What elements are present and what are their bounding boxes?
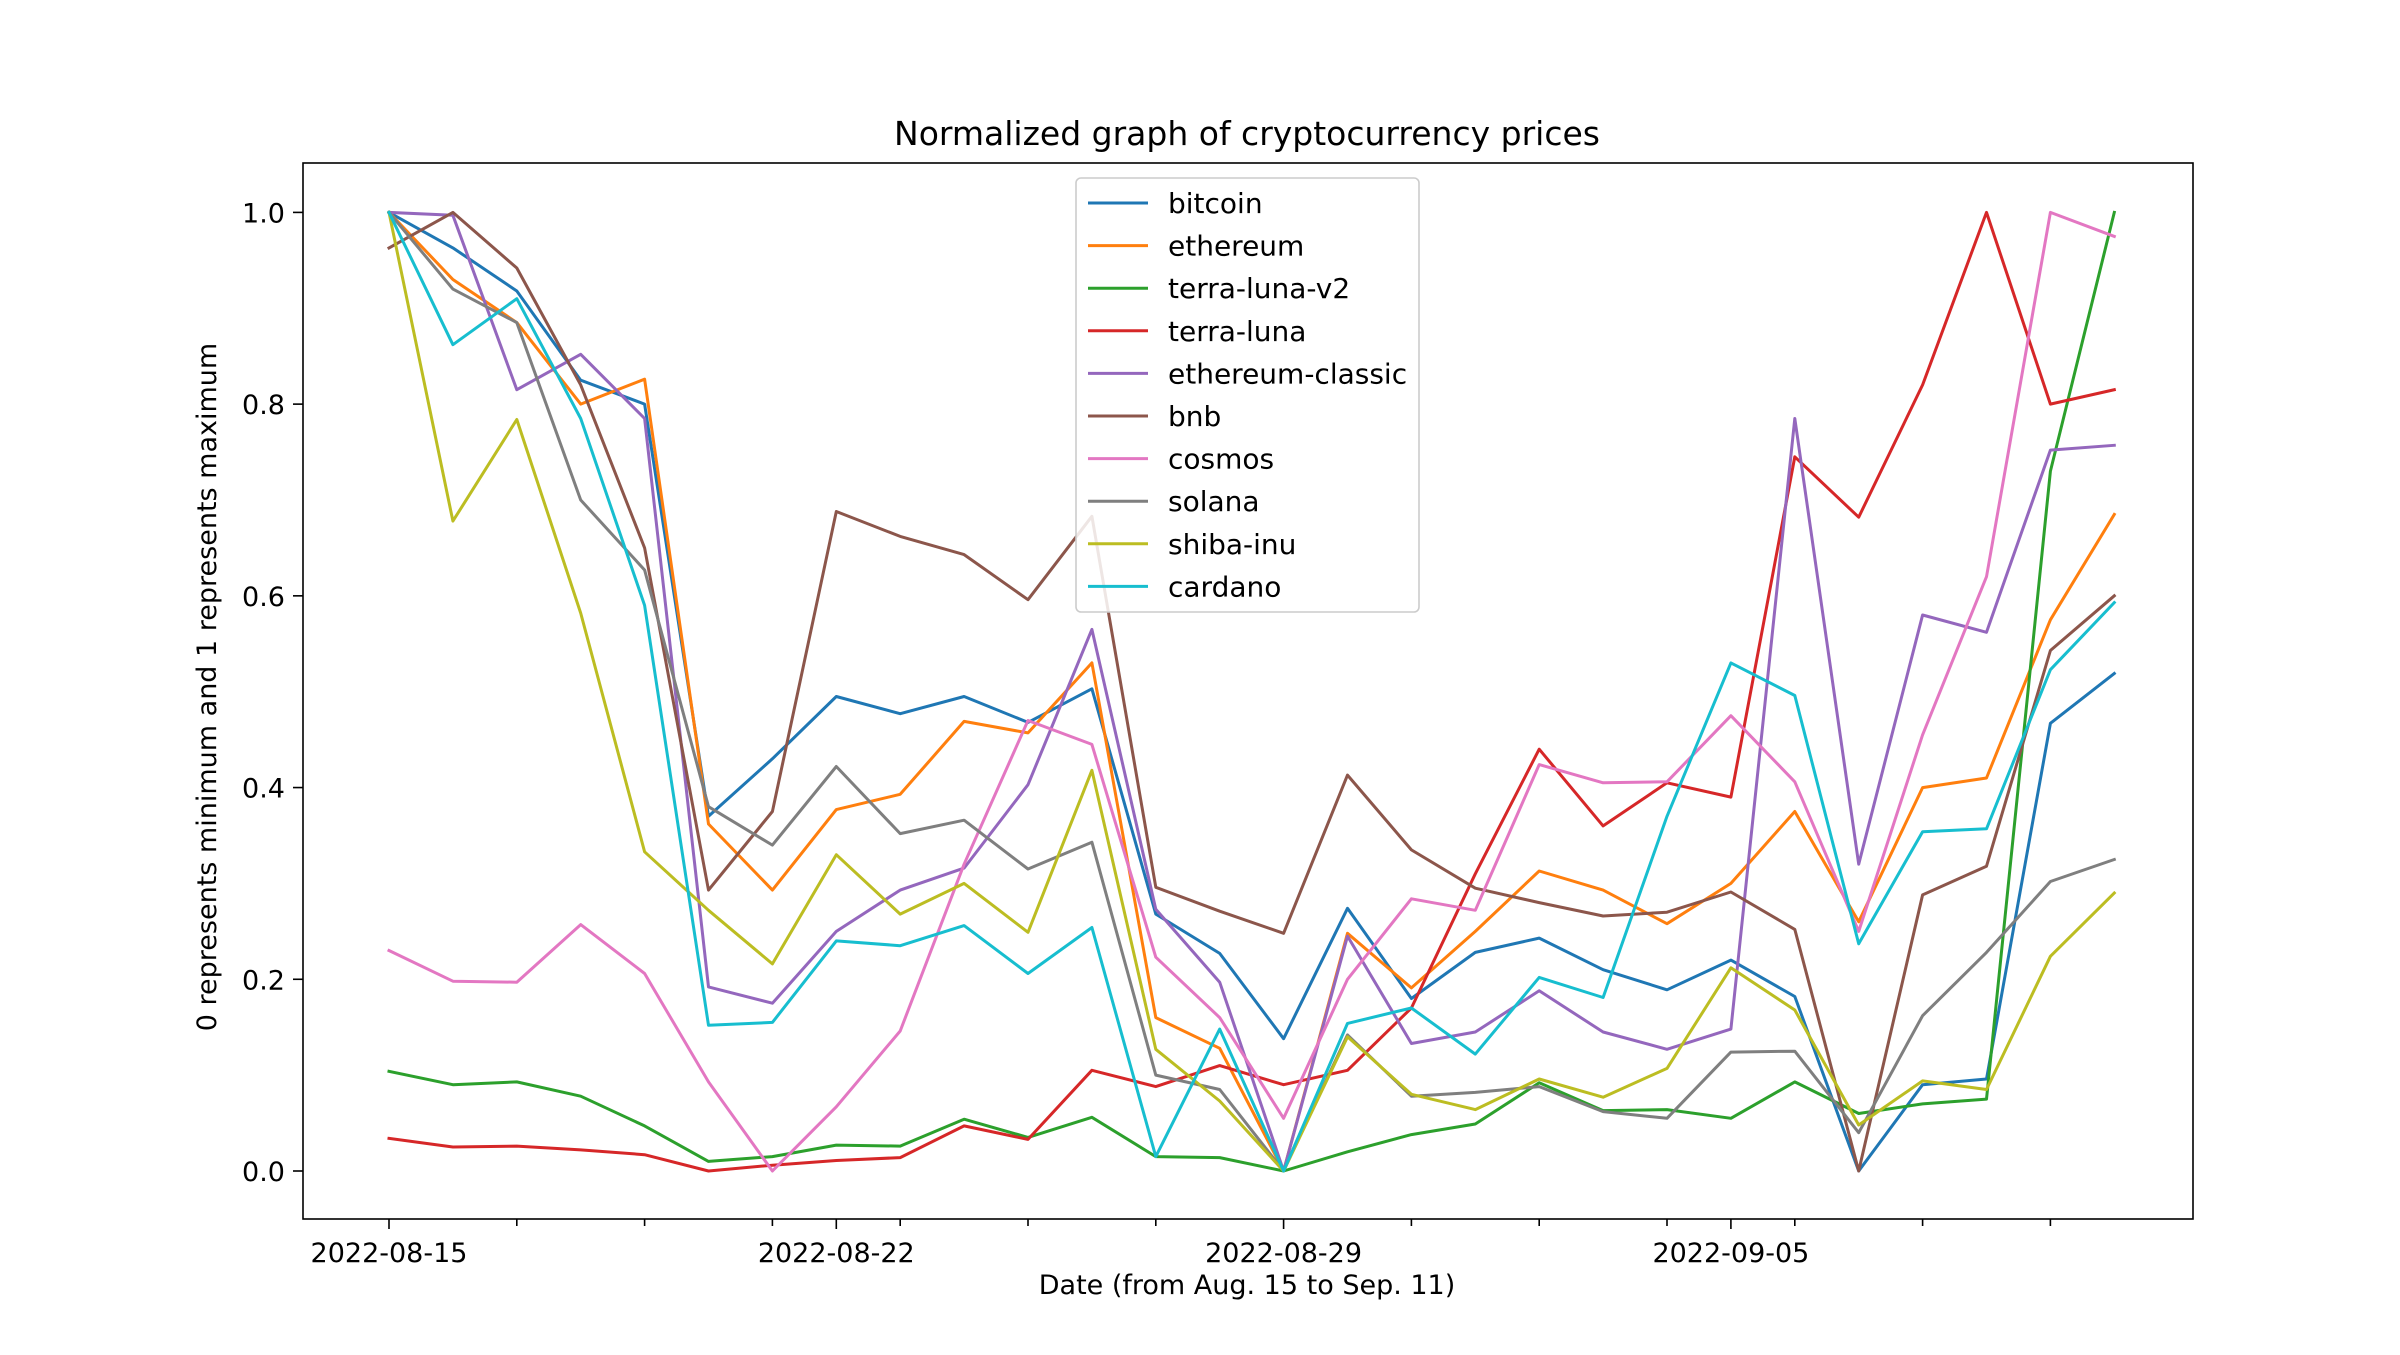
legend-label-bnb: bnb xyxy=(1168,400,1221,433)
legend-label-bitcoin: bitcoin xyxy=(1168,187,1263,220)
series-line-ethereum xyxy=(386,210,2117,1173)
y-tick-label: 0.0 xyxy=(242,1157,285,1188)
y-axis-label: 0 represents minimum and 1 represents ma… xyxy=(192,343,223,1031)
series-line-terra-luna-v2 xyxy=(387,210,2117,1173)
series-line-cardano xyxy=(386,210,2117,1173)
series-line-shiba-inu xyxy=(387,210,2117,1173)
x-tick-label: 2022-08-22 xyxy=(758,1238,915,1269)
x-tick-label: 2022-08-29 xyxy=(1205,1238,1362,1269)
x-tick-label: 2022-09-05 xyxy=(1652,1238,1809,1269)
series-line-solana xyxy=(386,210,2117,1173)
chart-title: Normalized graph of cryptocurrency price… xyxy=(894,114,1600,153)
y-tick-label: 0.4 xyxy=(242,774,285,805)
x-tick-label: 2022-08-15 xyxy=(311,1238,468,1269)
plot-frame xyxy=(302,162,2194,1220)
legend-label-shiba-inu: shiba-inu xyxy=(1168,528,1296,561)
legend-label-ethereum: ethereum xyxy=(1168,230,1304,263)
axes-layer: 0.0 0.2 0.4 0.6 0.8 1.0 2022-08-15 2022-08-22 20… xyxy=(242,162,2194,1269)
y-tick-label: 1.0 xyxy=(242,198,285,229)
legend-label-ethereum-classic: ethereum-classic xyxy=(1168,357,1407,390)
legend-label-terra-luna: terra-luna xyxy=(1168,315,1306,348)
legend-label-terra-luna-v2: terra-luna-v2 xyxy=(1168,272,1350,305)
series-layer xyxy=(386,210,2117,1173)
x-axis-label: Date (from Aug. 15 to Sep. 11) xyxy=(1039,1270,1456,1301)
legend-box xyxy=(1075,177,1420,613)
legend-label-solana: solana xyxy=(1168,485,1260,518)
legend-label-cosmos: cosmos xyxy=(1168,443,1274,476)
y-tick-label: 0.2 xyxy=(242,965,285,996)
legend-label-cardano: cardano xyxy=(1168,570,1281,603)
y-tick-label: 0.8 xyxy=(242,390,285,421)
y-tick-label: 0.6 xyxy=(242,582,285,613)
series-line-bnb xyxy=(386,210,2117,1173)
legend: bitcoin ethereum terra-luna-v2 terra-luna et… xyxy=(1075,177,1420,613)
series-line-cosmos xyxy=(386,210,2117,1173)
series-line-ethereum-classic xyxy=(387,210,2116,1173)
